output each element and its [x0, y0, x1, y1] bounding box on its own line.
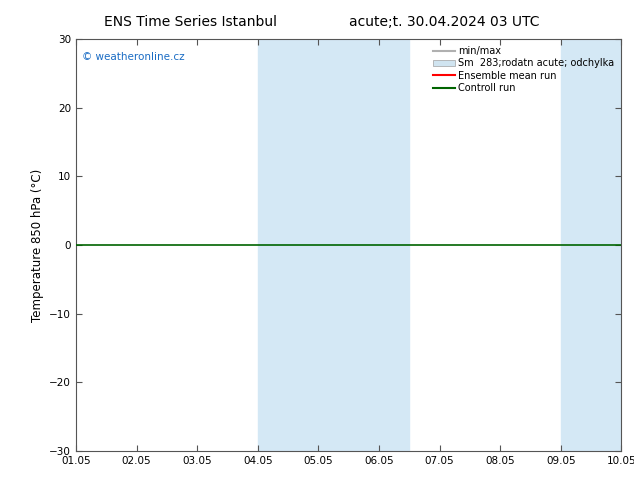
Y-axis label: Temperature 850 hPa (°C): Temperature 850 hPa (°C)	[31, 169, 44, 321]
Bar	[258, 39, 410, 451]
Legend: min/max, Sm  283;rodatn acute; odchylka, Ensemble mean run, Controll run: min/max, Sm 283;rodatn acute; odchylka, …	[431, 44, 616, 95]
Bar	[560, 39, 634, 451]
Text: ENS Time Series Istanbul: ENS Time Series Istanbul	[104, 15, 276, 29]
Text: acute;t. 30.04.2024 03 UTC: acute;t. 30.04.2024 03 UTC	[349, 15, 539, 29]
Text: © weatheronline.cz: © weatheronline.cz	[82, 51, 184, 62]
